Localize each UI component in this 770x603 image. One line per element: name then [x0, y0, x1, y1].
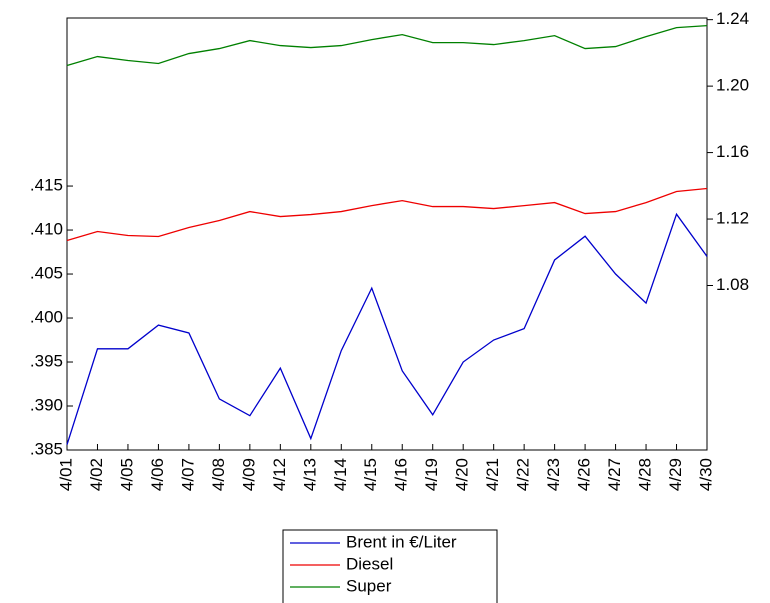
legend-label: Super	[346, 576, 392, 595]
y2-tick-label: 1.12	[716, 209, 749, 228]
x-tick-label: 4/01	[56, 458, 75, 491]
series-line	[66, 24, 708, 67]
x-tick-label: 4/15	[361, 458, 380, 491]
y2-tick-label: 1.08	[716, 275, 749, 294]
x-tick-label: 4/09	[239, 458, 258, 491]
x-tick-label: 4/23	[544, 458, 563, 491]
x-tick-label: 4/21	[483, 458, 502, 491]
y2-tick-label: 1.16	[716, 142, 749, 161]
x-tick-label: 4/16	[392, 458, 411, 491]
x-tick-label: 4/30	[696, 458, 715, 491]
x-tick-label: 4/05	[117, 458, 136, 491]
x-tick-label: 4/08	[209, 458, 228, 491]
x-tick-label: 4/19	[422, 458, 441, 491]
y-tick-label: .395	[30, 352, 63, 371]
x-tick-label: 4/13	[300, 458, 319, 491]
y-tick-label: .390	[30, 395, 63, 414]
x-tick-label: 4/27	[605, 458, 624, 491]
x-tick-label: 4/07	[178, 458, 197, 491]
y2-tick-label: 1.24	[716, 9, 749, 28]
series-line	[66, 187, 708, 242]
y2-tick-label: 1.20	[716, 76, 749, 95]
series-line	[66, 212, 708, 445]
x-tick-label: 4/06	[148, 458, 167, 491]
legend-label: Brent in €/Liter	[346, 532, 457, 551]
y-tick-label: .415	[30, 176, 63, 195]
legend-label: Diesel	[346, 554, 393, 573]
y-tick-label: .385	[30, 439, 63, 458]
x-tick-label: 4/26	[575, 458, 594, 491]
x-tick-label: 4/22	[514, 458, 533, 491]
x-tick-label: 4/28	[636, 458, 655, 491]
x-tick-label: 4/20	[453, 458, 472, 491]
x-tick-label: 4/12	[270, 458, 289, 491]
x-tick-label: 4/14	[331, 458, 350, 491]
y-tick-label: .410	[30, 220, 63, 239]
legend-box	[282, 529, 498, 603]
y-tick-label: .400	[30, 308, 63, 327]
x-tick-label: 4/02	[87, 458, 106, 491]
x-tick-label: 4/29	[666, 458, 685, 491]
y-tick-label: .405	[30, 264, 63, 283]
plot-frame	[66, 17, 708, 451]
